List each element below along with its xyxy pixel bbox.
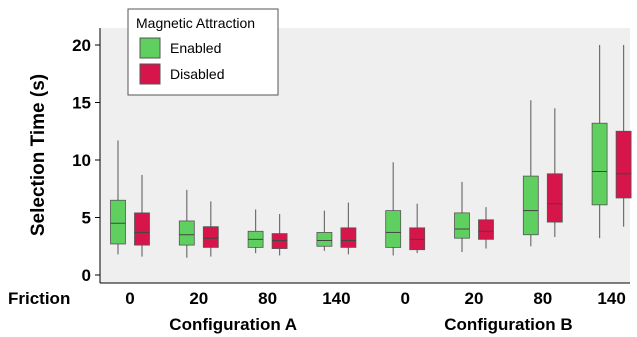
category-label: 140 xyxy=(322,289,350,308)
box-body xyxy=(615,130,632,199)
box-disabled-5 xyxy=(478,207,494,249)
box-enabled-6 xyxy=(522,100,539,247)
box-body xyxy=(202,226,219,248)
category-label: 20 xyxy=(189,289,208,308)
group-label: Configuration B xyxy=(444,315,572,334)
box-enabled-7 xyxy=(591,45,608,239)
y-tick-label: 20 xyxy=(72,36,91,55)
category-labels: 0 20 80 140 0 20 80 140 xyxy=(125,289,626,308)
box-body xyxy=(454,212,470,239)
y-axis-ticks: 0 5 10 15 20 xyxy=(72,36,100,285)
legend-swatch-enabled xyxy=(139,37,161,59)
box-body xyxy=(409,227,426,251)
box-disabled-7 xyxy=(615,45,632,227)
category-label: 140 xyxy=(597,289,625,308)
box-body xyxy=(316,232,333,247)
box-body xyxy=(385,210,402,248)
box-body xyxy=(340,227,357,248)
legend-swatch-disabled xyxy=(139,63,161,85)
category-label: 0 xyxy=(125,289,134,308)
box-disabled-1 xyxy=(202,201,219,257)
box-enabled-0 xyxy=(110,140,126,255)
box-body xyxy=(271,233,288,249)
box-disabled-2 xyxy=(271,214,288,256)
box-enabled-4 xyxy=(385,162,402,256)
y-tick-label: 0 xyxy=(82,266,91,285)
category-label: 80 xyxy=(258,289,277,308)
box-body xyxy=(522,175,539,236)
y-tick-label: 5 xyxy=(82,209,91,228)
box-body xyxy=(591,122,608,206)
box-enabled-5 xyxy=(454,181,470,252)
category-label: 0 xyxy=(400,289,409,308)
legend: Magnetic Attraction Enabled Disabled xyxy=(127,8,279,96)
y-axis-title: Selection Time (s) xyxy=(28,74,49,236)
box-body xyxy=(178,220,195,246)
box-disabled-0 xyxy=(134,174,150,257)
legend-label-disabled: Disabled xyxy=(170,66,224,82)
group-labels: Configuration A Configuration B xyxy=(169,315,572,334)
category-label: 80 xyxy=(533,289,552,308)
box-marks xyxy=(110,45,632,258)
legend-label-enabled: Enabled xyxy=(170,40,221,56)
x-axis-title: Friction xyxy=(8,289,70,308)
box-disabled-6 xyxy=(546,108,563,238)
box-disabled-4 xyxy=(409,203,426,254)
box-disabled-3 xyxy=(340,202,357,255)
box-enabled-3 xyxy=(316,210,333,251)
box-body xyxy=(478,219,494,240)
box-enabled-1 xyxy=(178,189,195,258)
box-body xyxy=(134,212,150,246)
group-label: Configuration A xyxy=(169,315,297,334)
y-tick-label: 10 xyxy=(72,151,91,170)
box-body xyxy=(110,199,126,245)
y-tick-label: 15 xyxy=(72,94,91,113)
category-label: 20 xyxy=(465,289,484,308)
box-body xyxy=(546,173,563,223)
legend-title: Magnetic Attraction xyxy=(136,15,255,31)
box-enabled-2 xyxy=(247,209,264,254)
